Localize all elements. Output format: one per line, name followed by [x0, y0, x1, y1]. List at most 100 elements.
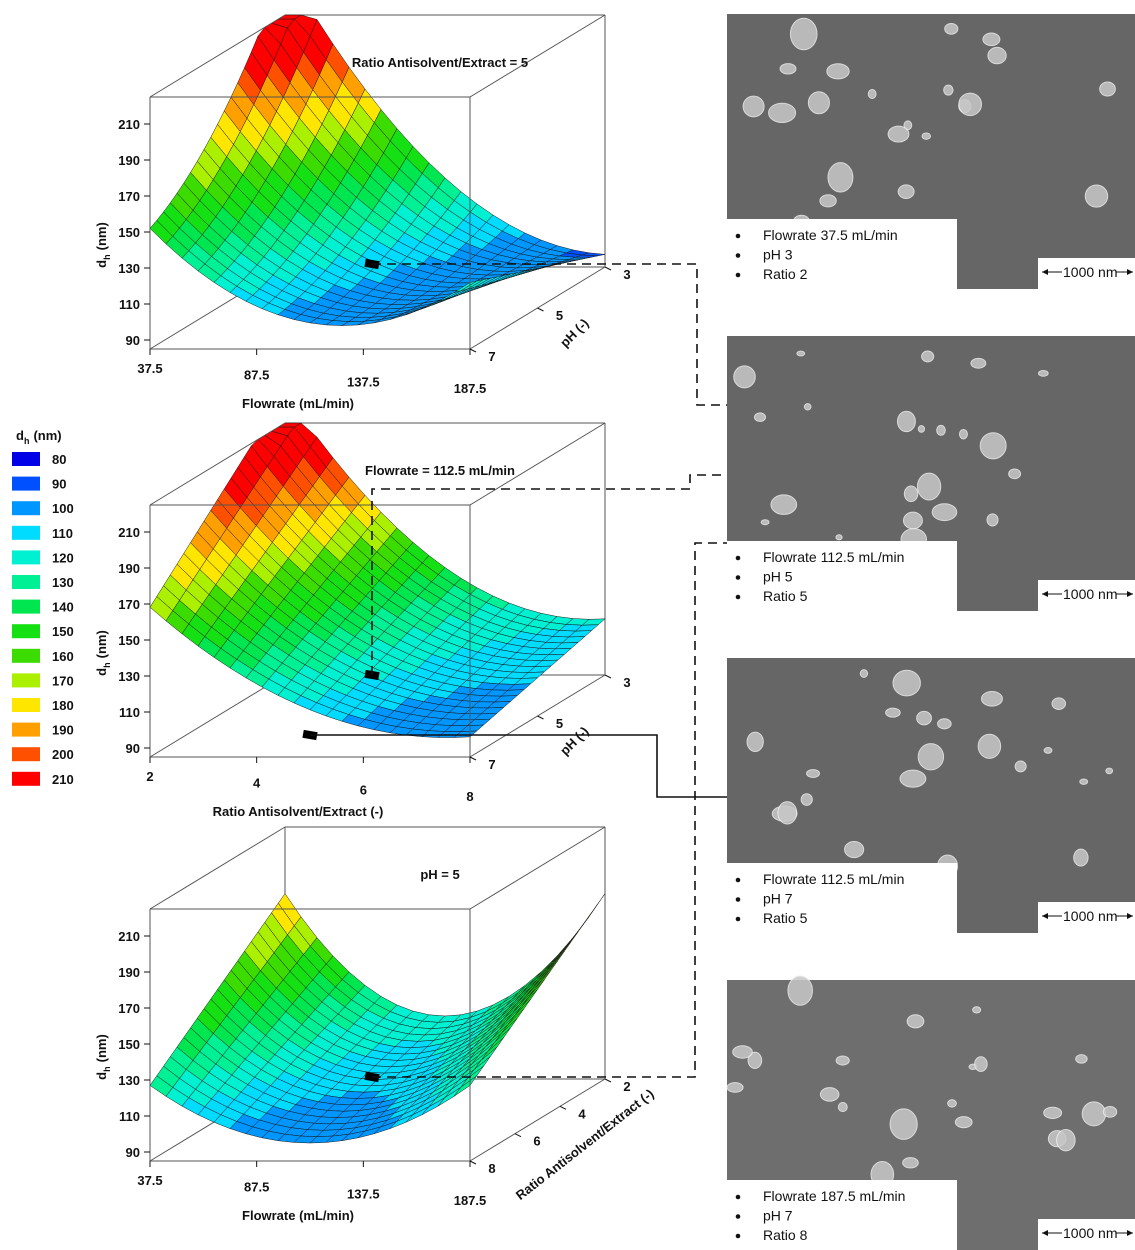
y-tick-label: 210 — [118, 117, 140, 132]
legend-swatch — [12, 673, 40, 687]
particle — [973, 1007, 981, 1013]
depth-tick-label: 5 — [556, 716, 563, 731]
depth-tick — [605, 267, 611, 270]
legend-swatch — [12, 723, 40, 737]
particle — [1103, 1106, 1116, 1117]
particle — [987, 514, 998, 526]
y-tick-label: 190 — [118, 965, 140, 980]
y-tick-label: 190 — [118, 561, 140, 576]
legend: dh(nm)8090100110120130140150160170180190… — [12, 428, 74, 787]
y-tick-label: 210 — [118, 525, 140, 540]
y-tick-label: 130 — [118, 669, 140, 684]
legend-swatch — [12, 772, 40, 786]
annotation: Ratio Antisolvent/Extract = 5 — [352, 55, 528, 70]
depth-tick-label: 7 — [488, 757, 495, 772]
particle — [980, 433, 1006, 459]
particle — [1076, 1055, 1087, 1064]
y-tick-label: 110 — [119, 1109, 140, 1124]
legend-label: 140 — [52, 600, 74, 615]
scale-label: 1000 nm — [1063, 586, 1117, 602]
particle — [922, 351, 934, 362]
x-tick-label: 137.5 — [347, 1186, 380, 1201]
quantity-unit: (nm) — [94, 1034, 109, 1062]
particle — [1052, 698, 1066, 710]
scale-label: 1000 nm — [1063, 264, 1117, 280]
particle — [807, 770, 820, 778]
legend-swatch — [12, 624, 40, 638]
legend-swatch — [12, 747, 40, 761]
particle — [890, 1109, 917, 1140]
legend-label: 150 — [52, 624, 74, 639]
x-tick-label: 87.5 — [244, 368, 269, 383]
bullet — [736, 1195, 741, 1200]
depth-tick — [605, 1079, 611, 1082]
legend-label: 160 — [52, 649, 74, 664]
surface-plot: 90110130150170190210dh(nm)37.587.5137.51… — [94, 827, 657, 1223]
bullet — [736, 253, 741, 258]
x-tick-label: 87.5 — [244, 1180, 269, 1195]
quantity-symbol: d — [94, 668, 109, 676]
y-tick-label: 90 — [126, 1145, 140, 1160]
particle — [900, 770, 926, 787]
caption-line: Flowrate 112.5 mL/min — [763, 871, 904, 887]
depth-tick — [470, 757, 476, 760]
caption-line: pH 7 — [763, 891, 793, 907]
particle — [903, 512, 922, 529]
x-tick-label: 137.5 — [347, 374, 380, 389]
legend-label: 200 — [52, 747, 74, 762]
particle — [780, 64, 796, 74]
legend-label: 120 — [52, 550, 74, 565]
particle — [938, 719, 952, 729]
quantity-symbol: d — [16, 428, 24, 443]
particle — [1074, 849, 1088, 866]
x-tick-label: 37.5 — [137, 361, 162, 376]
depth-tick-label: 8 — [488, 1161, 495, 1176]
particle — [1082, 1102, 1105, 1126]
y-tick-label: 150 — [118, 633, 140, 648]
quantity-symbol: d — [94, 260, 109, 268]
legend-swatch — [12, 698, 40, 712]
particle — [988, 47, 1006, 63]
quantity-subscript: h — [102, 662, 112, 668]
caption-line: Flowrate 112.5 mL/min — [763, 549, 904, 565]
particle — [1039, 370, 1049, 376]
particle — [1009, 469, 1021, 479]
legend-label: 80 — [52, 452, 66, 467]
depth-tick — [560, 1106, 566, 1109]
particle — [788, 976, 813, 1005]
particle — [945, 23, 958, 34]
particle — [1057, 1130, 1076, 1151]
quantity-symbol: d — [94, 1072, 109, 1080]
box-edge — [470, 827, 605, 909]
legend-label: 110 — [52, 526, 73, 541]
sem-image: Flowrate 37.5 mL/minpH 3Ratio 21000 nm — [727, 14, 1135, 289]
particle — [808, 92, 829, 114]
caption-line: Flowrate 187.5 mL/min — [763, 1188, 905, 1204]
scale-label: 1000 nm — [1063, 1225, 1117, 1241]
depth-tick — [605, 675, 611, 678]
particle — [769, 103, 796, 122]
y-tick-label: 110 — [119, 705, 140, 720]
particle — [907, 1015, 924, 1028]
particle — [828, 163, 853, 192]
particle — [917, 711, 932, 724]
legend-swatch — [12, 501, 40, 515]
particle — [1044, 748, 1052, 754]
particle — [975, 1057, 988, 1072]
particle — [727, 1083, 743, 1093]
y-tick-label: 170 — [118, 597, 140, 612]
particle — [1085, 185, 1107, 207]
x-tick-label: 187.5 — [454, 381, 487, 396]
particle — [820, 1088, 839, 1102]
y-tick-label: 170 — [118, 1001, 140, 1016]
legend-swatch — [12, 649, 40, 663]
particle — [743, 96, 764, 117]
legend-swatch — [12, 575, 40, 589]
y-tick-label: 170 — [118, 189, 140, 204]
depth-tick-label: 3 — [623, 675, 630, 690]
particle — [918, 426, 924, 433]
caption-line: Ratio 5 — [763, 588, 808, 604]
x-axis-label: Flowrate (mL/min) — [242, 1208, 354, 1223]
